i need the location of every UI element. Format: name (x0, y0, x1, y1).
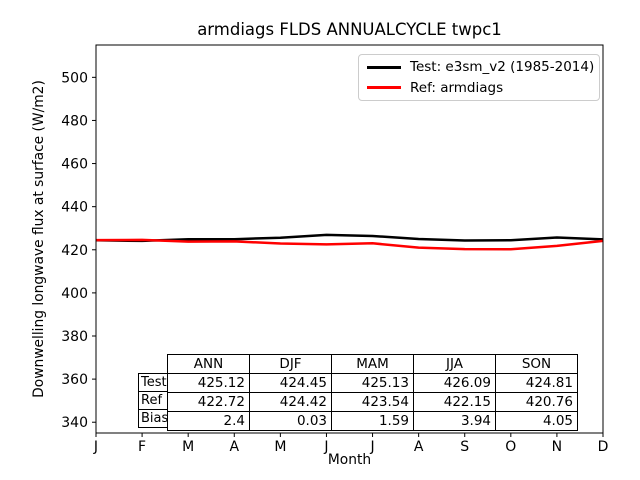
stats-row-label-test: Test (138, 373, 168, 392)
x-tick-label: O (505, 439, 516, 455)
x-tick-label: A (414, 439, 424, 455)
x-tick-label: S (460, 439, 469, 455)
y-axis-label: Downwelling longwave flux at surface (W/… (31, 80, 47, 398)
stats-table-row-labels: Test Ref Bias (138, 373, 168, 428)
y-tick-label: 440 (61, 200, 88, 216)
y-tick-label: 480 (61, 113, 88, 129)
stats-value-cell: 425.13 (331, 373, 414, 393)
stats-value-cell: 424.42 (249, 392, 332, 412)
stats-value-cell: 420.76 (495, 392, 578, 412)
y-tick-label: 360 (61, 372, 88, 388)
y-tick-label: 460 (61, 157, 88, 173)
legend: Test: e3sm_v2 (1985-2014) Ref: armdiags (358, 54, 600, 101)
series-line-1 (95, 238, 604, 251)
stats-value-cell: 2.4 (167, 411, 250, 431)
stats-col-header-ann: ANN (167, 354, 250, 374)
stats-value-cell: 424.81 (495, 373, 578, 393)
x-tick-label: J (93, 439, 98, 455)
legend-item-test: Test: e3sm_v2 (1985-2014) (367, 59, 595, 76)
stats-value-cell: 422.15 (413, 392, 496, 412)
plot-border (95, 44, 604, 434)
y-tick-label: 380 (61, 329, 88, 345)
stats-col-header-mam: MAM (331, 354, 414, 374)
y-tick-label: 420 (61, 243, 88, 259)
stats-value-cell: 424.45 (249, 373, 332, 393)
x-tick-label: J (369, 439, 374, 455)
stats-value-cell: 426.09 (413, 373, 496, 393)
x-axis-label: Month (327, 452, 372, 468)
y-tick-label: 500 (61, 70, 88, 86)
x-tick-label: D (598, 439, 609, 455)
stats-value-cell: 1.59 (331, 411, 414, 431)
stats-table: ANN DJF MAM JJA SON 425.12 424.45 425.13 426.09 4… (167, 354, 578, 431)
stats-table-grid: ANN DJF MAM JJA SON 425.12 424.45 425.13 426.09 4… (167, 354, 578, 431)
stats-row-bias: 2.4 0.03 1.59 3.94 4.05 (167, 411, 578, 431)
stats-col-header-jja: JJA (413, 354, 496, 374)
y-tick-label: 400 (61, 286, 88, 302)
x-tick-label: M (274, 439, 286, 455)
stats-value-cell: 423.54 (331, 392, 414, 412)
legend-label-ref: Ref: armdiags (410, 79, 504, 96)
stats-value-cell: 422.72 (167, 392, 250, 412)
stats-row-test: 425.12 424.45 425.13 426.09 424.81 (167, 373, 578, 393)
stats-row-label-ref: Ref (138, 391, 168, 410)
stats-value-cell: 425.12 (167, 373, 250, 393)
x-tick-label: A (229, 439, 239, 455)
stats-col-header-son: SON (495, 354, 578, 374)
legend-line-swatch-ref (367, 86, 401, 90)
y-tick-label: 340 (61, 415, 88, 431)
legend-item-ref: Ref: armdiags (367, 80, 591, 97)
series-line-0 (95, 233, 604, 243)
stats-value-cell: 4.05 (495, 411, 578, 431)
stats-col-header-djf: DJF (249, 354, 332, 374)
x-tick-label: M (182, 439, 194, 455)
x-tick-label: N (552, 439, 562, 455)
stats-value-cell: 0.03 (249, 411, 332, 431)
stats-row-ref: 422.72 424.42 423.54 422.15 420.76 (167, 392, 578, 412)
stats-row-label-bias: Bias (138, 409, 168, 428)
legend-label-test: Test: e3sm_v2 (1985-2014) (410, 59, 595, 76)
legend-line-swatch-test (367, 65, 401, 69)
x-tick-label: J (323, 439, 328, 455)
chart-title: armdiags FLDS ANNUALCYCLE twpc1 (197, 20, 502, 39)
stats-value-cell: 3.94 (413, 411, 496, 431)
x-tick-label: F (138, 439, 146, 455)
